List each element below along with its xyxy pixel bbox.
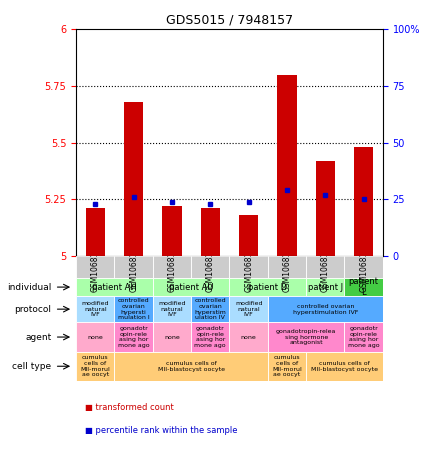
Bar <box>191 256 229 278</box>
Text: controlled
ovarian
hypersti
mulation I: controlled ovarian hypersti mulation I <box>118 298 149 320</box>
Bar <box>76 278 152 296</box>
Text: patient AH: patient AH <box>92 283 137 292</box>
Bar <box>114 256 152 278</box>
Text: controlled ovarian
hyperstimulation IVF: controlled ovarian hyperstimulation IVF <box>292 304 357 314</box>
Bar <box>152 256 191 278</box>
Text: modified
natural
IVF: modified natural IVF <box>81 301 109 318</box>
Bar <box>152 278 229 296</box>
Text: patient J: patient J <box>307 283 342 292</box>
Text: ■ transformed count: ■ transformed count <box>85 403 173 412</box>
Title: GDS5015 / 7948157: GDS5015 / 7948157 <box>165 14 293 27</box>
Text: modified
natural
IVF: modified natural IVF <box>234 301 262 318</box>
Bar <box>152 322 191 352</box>
Text: patient D: patient D <box>248 283 287 292</box>
Text: patient AU: patient AU <box>168 283 213 292</box>
Text: patient
L: patient L <box>348 277 378 297</box>
Bar <box>306 278 344 296</box>
Text: cell type: cell type <box>13 362 52 371</box>
Bar <box>229 322 267 352</box>
Bar <box>344 278 382 296</box>
Bar <box>306 256 344 278</box>
Text: GSM1068181: GSM1068181 <box>205 241 214 292</box>
Bar <box>76 352 114 381</box>
Bar <box>191 322 229 352</box>
Text: modified
natural
IVF: modified natural IVF <box>158 301 185 318</box>
Bar <box>200 208 219 256</box>
Bar <box>124 102 143 256</box>
Bar <box>114 296 152 322</box>
Text: GSM1068183: GSM1068183 <box>320 241 329 293</box>
Text: protocol: protocol <box>15 305 52 313</box>
Bar <box>76 322 114 352</box>
Bar <box>191 296 229 322</box>
Bar <box>239 215 258 256</box>
Text: cumulus
cells of
MII-morul
ae oocyt: cumulus cells of MII-morul ae oocyt <box>271 355 301 377</box>
Bar <box>267 296 382 322</box>
Bar <box>76 256 114 278</box>
Text: gonadotr
opin-rele
asing hor
mone ago: gonadotr opin-rele asing hor mone ago <box>118 326 149 348</box>
Text: GSM1068185: GSM1068185 <box>167 241 176 293</box>
Bar <box>344 322 382 352</box>
Bar <box>267 322 344 352</box>
Text: none: none <box>240 335 256 340</box>
Text: GSM1068187: GSM1068187 <box>243 241 253 293</box>
Text: none: none <box>87 335 103 340</box>
Text: controlled
ovarian
hyperstim
ulation IV: controlled ovarian hyperstim ulation IV <box>194 298 226 320</box>
Text: GSM1068186: GSM1068186 <box>91 241 99 293</box>
Text: cumulus cells of
MII-blastocyst oocyte: cumulus cells of MII-blastocyst oocyte <box>310 361 377 371</box>
Text: ■ percentile rank within the sample: ■ percentile rank within the sample <box>85 426 237 435</box>
Bar <box>152 296 191 322</box>
Bar <box>76 296 114 322</box>
Bar <box>353 147 372 256</box>
Text: agent: agent <box>25 333 52 342</box>
Bar <box>267 352 306 381</box>
Text: cumulus cells of
MII-blastocyst oocyte: cumulus cells of MII-blastocyst oocyte <box>157 361 224 371</box>
Bar <box>85 208 105 256</box>
Text: none: none <box>164 335 179 340</box>
Text: individual: individual <box>7 283 52 292</box>
Text: gonadotr
opin-rele
asing hor
mone ago: gonadotr opin-rele asing hor mone ago <box>347 326 378 348</box>
Text: cumulus
cells of
MII-morul
ae oocyt: cumulus cells of MII-morul ae oocyt <box>80 355 110 377</box>
Bar <box>306 352 382 381</box>
Text: gonadotr
opin-rele
asing hor
mone ago: gonadotr opin-rele asing hor mone ago <box>194 326 226 348</box>
Bar <box>315 161 334 256</box>
Bar <box>162 206 181 256</box>
Bar <box>229 256 267 278</box>
Text: GSM1068182: GSM1068182 <box>282 241 291 292</box>
Bar <box>229 278 306 296</box>
Text: GSM1068184: GSM1068184 <box>358 241 367 293</box>
Text: gonadotropin-relea
sing hormone
antagonist: gonadotropin-relea sing hormone antagoni… <box>275 329 335 345</box>
Bar <box>277 75 296 256</box>
Bar <box>114 352 267 381</box>
Bar <box>114 322 152 352</box>
Bar <box>267 256 306 278</box>
Bar <box>344 256 382 278</box>
Bar <box>229 296 267 322</box>
Text: GSM1068180: GSM1068180 <box>129 241 138 293</box>
